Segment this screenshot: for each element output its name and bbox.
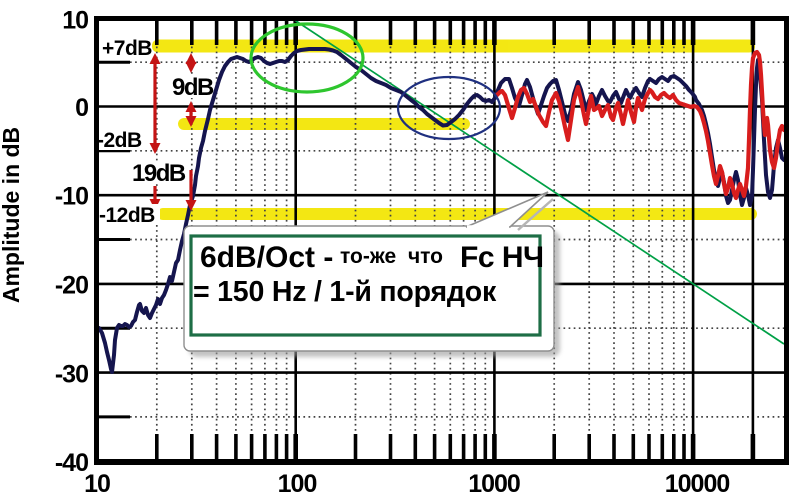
svg-text:-12dB: -12dB xyxy=(99,204,155,227)
svg-text:-40: -40 xyxy=(55,449,88,477)
svg-text:100: 100 xyxy=(278,470,317,498)
svg-text:10: 10 xyxy=(84,470,110,498)
svg-text:-20: -20 xyxy=(55,272,88,300)
svg-text:6dB/Oct -: 6dB/Oct - xyxy=(200,241,333,274)
svg-text:10: 10 xyxy=(62,7,88,35)
svg-text:-2dB: -2dB xyxy=(97,129,142,152)
svg-text:Amplitude in dB: Amplitude in dB xyxy=(0,127,24,303)
svg-text:= 150 Hz / 1-й порядок: = 150 Hz / 1-й порядок xyxy=(193,276,497,308)
svg-text:+7dB: +7dB xyxy=(102,37,152,60)
svg-text:-10: -10 xyxy=(55,183,88,211)
svg-text:0: 0 xyxy=(75,94,88,122)
svg-text:то-же что: то-же что xyxy=(340,245,443,268)
svg-text:-30: -30 xyxy=(55,361,88,389)
svg-text:10000: 10000 xyxy=(665,470,730,498)
svg-text:9dB: 9dB xyxy=(172,74,214,101)
svg-text:1000: 1000 xyxy=(468,470,520,498)
svg-text:Fc НЧ: Fc НЧ xyxy=(460,241,544,274)
svg-text:19dB: 19dB xyxy=(132,160,186,187)
